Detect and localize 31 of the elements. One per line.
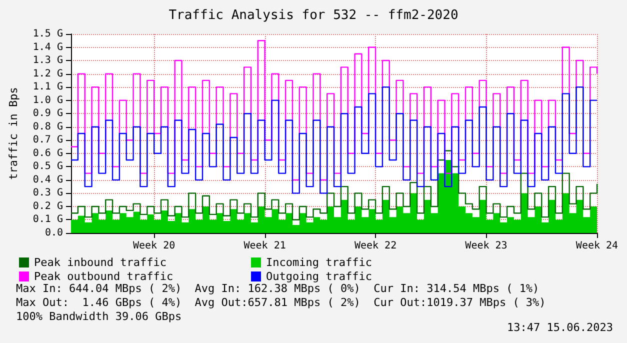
- text: Max Out: 1.46 GBps ( 4%) Avg Out:657.81 MBps ( 2%) Cur Out:1019.37 MBps ( 3%): [16, 296, 546, 309]
- x-tick-label: Week 21: [244, 240, 286, 252]
- y-tick-label: 0.2 G: [32, 200, 63, 212]
- legend-label: Peak outbound traffic: [34, 270, 174, 283]
- chart-title: Traffic Analysis for 532 -- ffm2-2020: [168, 8, 458, 23]
- y-tick-label: 1.4 G: [32, 42, 63, 53]
- y-tick-label: 0.0: [44, 228, 63, 238]
- y-tick-label: 0.4 G: [32, 174, 63, 186]
- y-tick-label: 0.8 G: [32, 121, 63, 132]
- y-tick-label: 0.1 G: [32, 214, 63, 226]
- y-tick-label: 0.9 G: [32, 108, 63, 120]
- y-tick-label: 0.7 G: [32, 134, 63, 146]
- x-tick-label: Week 20: [132, 240, 176, 252]
- y-tick-label: 1.5 G: [32, 28, 63, 40]
- x-tick-label: Week 22: [354, 240, 397, 252]
- text: 13:47 15.06.2023: [507, 321, 614, 334]
- y-tick-label: 1.3 G: [32, 55, 63, 66]
- y-tick-label: 1.1 G: [32, 82, 63, 93]
- legend-label: Peak inbound traffic: [34, 256, 166, 269]
- y-tick-label: 0.3 G: [32, 188, 63, 199]
- y-axis-title: traffic in Bps: [7, 87, 20, 180]
- y-tick-label: 0.6 G: [32, 148, 63, 159]
- legend-label: Incoming traffic: [266, 256, 372, 269]
- x-tick-label: Week 24: [576, 240, 618, 252]
- y-tick-label: 1.2 G: [32, 68, 63, 80]
- x-tick-label: Week 23: [465, 240, 508, 252]
- legend-label: Outgoing traffic: [266, 270, 372, 283]
- text: 100% Bandwidth 39.06 GBps: [16, 310, 182, 323]
- y-tick-label: 0.5 G: [32, 161, 63, 172]
- text: Max In: 644.04 MBps ( 2%) Avg In: 162.38 MBps ( 0%) Cur In: 314.54 MBps ( 1%): [16, 282, 540, 295]
- y-tick-label: 1.0 G: [32, 94, 63, 106]
